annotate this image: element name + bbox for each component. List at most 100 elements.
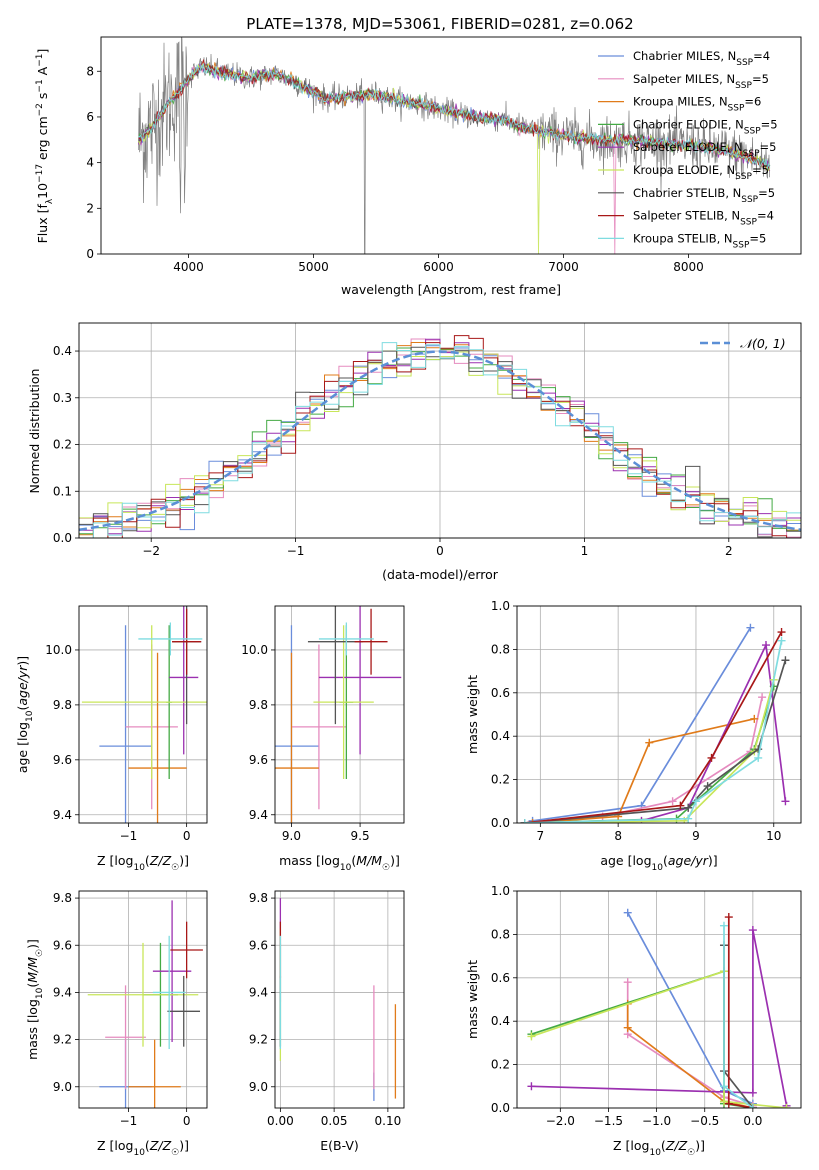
weight-marker: [623, 1023, 632, 1032]
residuals-ytick-label: 0.3: [53, 391, 72, 405]
age-weight-xtick-label: 10: [766, 829, 781, 843]
weight-marker: [748, 1104, 757, 1108]
age-weight-xtick-label: 7: [537, 829, 545, 843]
weight-marker: [707, 753, 716, 762]
z-mass-ytick-label: 9.0: [53, 1080, 72, 1094]
mass-age-frame: [274, 605, 405, 824]
weight-marker: [761, 641, 770, 650]
ebv-mass-ytick-label: 9.8: [249, 891, 268, 905]
z-weight-ytick-label: 0.2: [491, 1058, 510, 1072]
age-weight-ytick-label: 0.4: [491, 729, 510, 743]
residuals-ylabel: Normed distribution: [27, 369, 42, 494]
legend-label: Chabrier MILES, NSSP=4: [633, 49, 770, 68]
weight-line: [532, 717, 755, 823]
spectrum-xtick-label: 7000: [548, 260, 579, 274]
spectrum-model-line: [138, 62, 771, 254]
mass-age-axes: 9.0 9.5 9.4 9.6 9.8 10.0 mass [log10(M/M☉)]: [241, 605, 405, 873]
z-mass-ytick-label: 9.4: [53, 985, 72, 999]
weight-marker: [684, 803, 693, 812]
residuals-xtick-label: −2: [142, 544, 160, 558]
mass-age-xtick-label: 9.0: [282, 829, 301, 843]
weight-marker: [782, 1104, 791, 1108]
legend-label: Kroupa ELODIE, NSSP=5: [633, 163, 769, 182]
z-weight-axes: −2.0 −1.5 −1.0 −0.5 0.0 0.0 0.2 0.4 0.6 0.8 1.0 Z […: [465, 884, 802, 1158]
weight-marker: [520, 819, 529, 823]
age-weight-plot-area: [520, 623, 790, 823]
mass-age-ytick-label: 9.4: [249, 808, 268, 822]
weight-line: [524, 679, 775, 823]
ebv-mass-frame: [274, 890, 405, 1109]
weight-marker: [527, 1032, 536, 1041]
z-mass-plot-area: [87, 900, 203, 1108]
residuals-frame: [78, 322, 802, 539]
ebv-mass-axes: 0.00 0.05 0.10 9.0 9.2 9.4 9.6 9.8 E(B-V): [249, 890, 405, 1153]
z-mass-xlabel: Z [log10(Z/Z☉)]: [97, 1138, 189, 1158]
ebv-mass-xtick-label: 0.00: [267, 1114, 294, 1128]
age-weight-ytick-label: 1.0: [491, 599, 510, 613]
z-age-axes: −1 0 9.4 9.6 9.8 10.0 Z [log10(Z/Z☉)] age [log1…: [15, 605, 208, 873]
z-mass-xtick-label: −1: [120, 1114, 138, 1128]
weight-marker: [528, 819, 537, 823]
z-mass-ylabel: mass [log10(M/M☉)]: [25, 939, 45, 1060]
weight-line: [532, 627, 752, 822]
weight-marker: [703, 782, 712, 791]
weight-line: [524, 631, 783, 823]
legend-label: Chabrier ELODIE, NSSP=5: [633, 117, 778, 136]
z-weight-frame: [516, 890, 802, 1109]
mass-age-ytick-label: 9.6: [249, 753, 268, 767]
z-mass-axes: −1 0 9.0 9.2 9.4 9.6 9.8 Z [log10(Z/Z☉)] mass [l…: [25, 890, 208, 1158]
residuals-legend-label: 𝒩(0, 1): [740, 336, 786, 351]
z-age-ytick-label: 9.4: [53, 808, 72, 822]
z-weight-plot-area: [527, 908, 791, 1108]
mass-age-ytick-label: 10.0: [241, 643, 268, 657]
ebv-mass-ytick-label: 9.0: [249, 1080, 268, 1094]
residuals-xtick-label: 2: [725, 544, 733, 558]
weight-line: [727, 917, 754, 1108]
ebv-mass-xtick-label: 0.10: [375, 1114, 402, 1128]
spectrum-ytick-label: 4: [86, 156, 94, 170]
z-weight-ylabel: mass weight: [465, 960, 480, 1039]
weight-marker: [684, 814, 693, 823]
age-weight-axes: 7 8 9 10 0.0 0.2 0.4 0.6 0.8 1.0 age [log10(age/yr…: [465, 599, 802, 873]
weight-marker: [719, 1097, 728, 1106]
ebv-mass-ytick-label: 9.6: [249, 938, 268, 952]
figure-title: PLATE=1378, MJD=53061, FIBERID=0281, z=0…: [246, 15, 633, 33]
legend-label: Salpeter MILES, NSSP=5: [633, 72, 769, 91]
mass-age-plot-area: [275, 606, 402, 823]
spectrum-model-line: [138, 58, 771, 169]
z-weight-xtick-label: −0.5: [690, 1114, 719, 1128]
weight-marker: [748, 1088, 757, 1097]
weight-marker: [758, 693, 767, 702]
ebv-mass-xlabel: E(B-V): [320, 1138, 359, 1153]
z-mass-ytick-label: 9.6: [53, 938, 72, 952]
residuals-axes: −2 −1 0 1 2 0.0 0.1 0.2 0.3 0.4 𝒩(0, 1) (data-model…: [27, 322, 802, 582]
weight-marker: [746, 623, 755, 632]
age-weight-frame: [516, 605, 802, 824]
age-weight-ylabel: mass weight: [465, 675, 480, 754]
age-weight-xtick-label: 9: [692, 829, 700, 843]
spectrum-ytick-label: 6: [86, 110, 94, 124]
legend-label: Kroupa STELIB, NSSP=5: [633, 231, 766, 250]
age-weight-xlabel: age [log10(age/yr)]: [600, 853, 717, 873]
residuals-ytick-label: 0.0: [53, 531, 72, 545]
z-age-ytick-label: 9.6: [53, 753, 72, 767]
z-age-xtick-label: 0: [183, 829, 191, 843]
z-weight-xtick-label: 0.0: [743, 1114, 762, 1128]
residuals-plot-area: [79, 335, 801, 538]
weight-marker: [724, 913, 733, 922]
spectrum-plot-area: [138, 37, 771, 254]
residuals-xtick-label: 0: [436, 544, 444, 558]
weight-marker: [623, 908, 632, 917]
z-weight-ytick-label: 0.6: [491, 971, 510, 985]
residuals-ytick-label: 0.2: [53, 438, 72, 452]
spectrum-xlabel: wavelength [Angstrom, rest frame]: [341, 282, 561, 297]
weight-marker: [691, 797, 700, 806]
normal-curve: [79, 350, 801, 532]
weight-line: [531, 929, 788, 1106]
z-weight-ytick-label: 0.4: [491, 1014, 510, 1028]
z-age-xtick-label: −1: [120, 829, 138, 843]
z-weight-ytick-label: 1.0: [491, 884, 510, 898]
weight-marker: [724, 1099, 733, 1108]
weight-marker: [777, 628, 786, 637]
